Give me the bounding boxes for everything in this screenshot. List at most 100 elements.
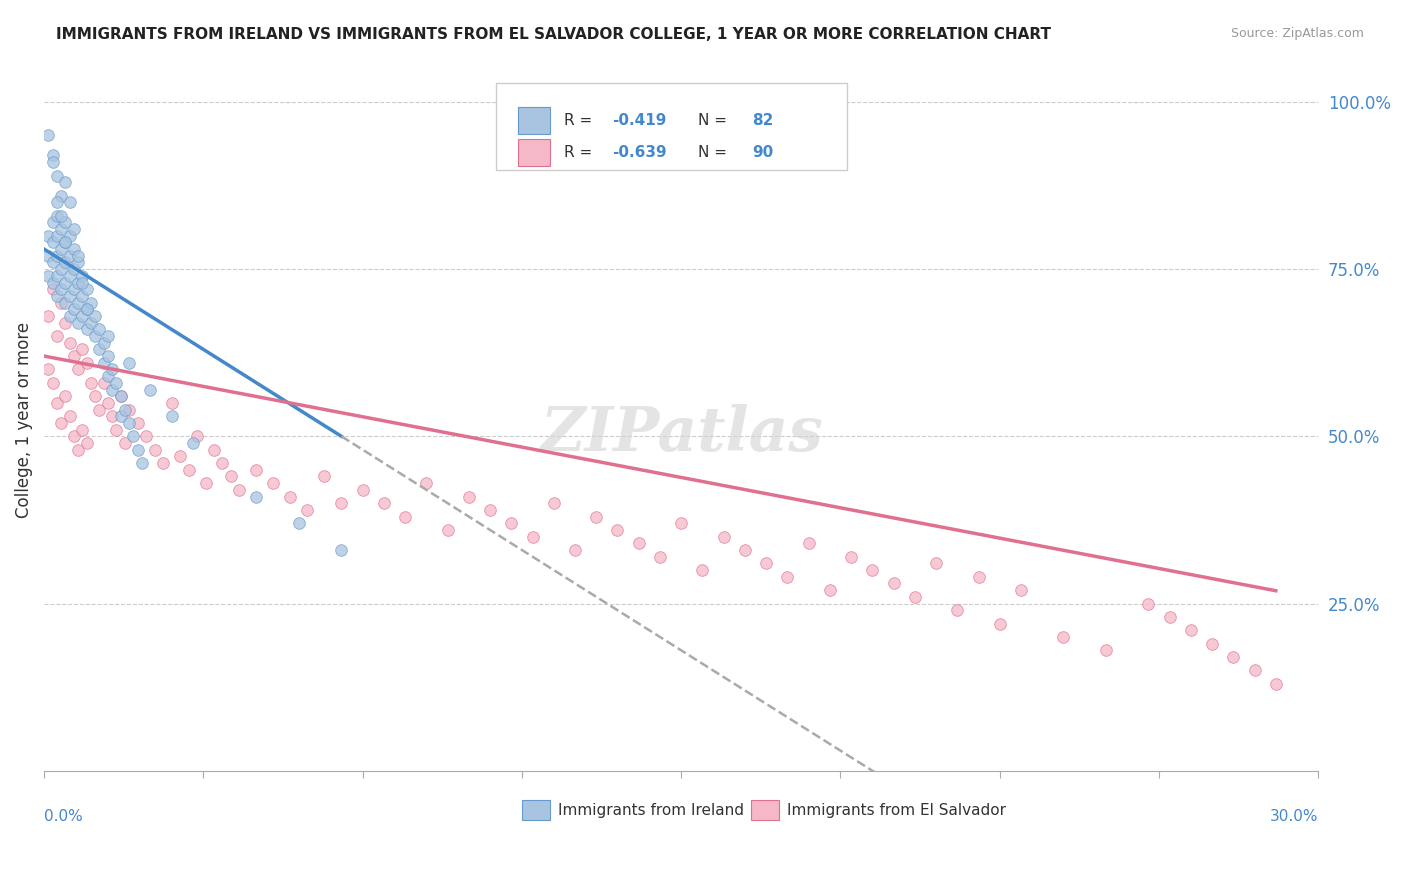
- Point: [72, 276, 94, 290]
- Point: [1010, 583, 1032, 598]
- Point: [67, 442, 90, 457]
- Point: [49, 282, 72, 296]
- Point: [41, 255, 63, 269]
- Point: [755, 557, 778, 571]
- Point: [41, 276, 63, 290]
- Point: [63, 349, 86, 363]
- Point: [45, 268, 67, 283]
- Point: [946, 603, 969, 617]
- Point: [713, 530, 735, 544]
- Point: [1137, 597, 1160, 611]
- FancyBboxPatch shape: [751, 800, 779, 820]
- Point: [330, 496, 353, 510]
- Point: [330, 543, 353, 558]
- Point: [45, 289, 67, 303]
- Point: [53, 215, 76, 229]
- Point: [41, 148, 63, 162]
- Point: [63, 262, 86, 277]
- Point: [501, 516, 523, 531]
- Point: [97, 349, 120, 363]
- Point: [245, 490, 267, 504]
- Point: [37, 128, 59, 143]
- Point: [415, 476, 437, 491]
- Text: 30.0%: 30.0%: [1270, 809, 1319, 824]
- Point: [1264, 677, 1286, 691]
- Point: [988, 616, 1011, 631]
- Point: [37, 268, 59, 283]
- Point: [1095, 643, 1118, 657]
- Point: [314, 469, 336, 483]
- Text: 90: 90: [752, 145, 773, 161]
- Point: [110, 389, 132, 403]
- Point: [669, 516, 692, 531]
- Point: [72, 268, 94, 283]
- Point: [53, 389, 76, 403]
- Point: [84, 389, 107, 403]
- Point: [110, 409, 132, 424]
- Point: [97, 396, 120, 410]
- Point: [122, 429, 145, 443]
- Point: [49, 222, 72, 236]
- Point: [436, 523, 458, 537]
- Point: [373, 496, 395, 510]
- FancyBboxPatch shape: [522, 800, 550, 820]
- Point: [522, 530, 544, 544]
- Point: [45, 228, 67, 243]
- Point: [776, 570, 799, 584]
- Point: [58, 289, 80, 303]
- Point: [904, 590, 927, 604]
- Point: [457, 490, 479, 504]
- Point: [127, 416, 149, 430]
- Point: [101, 383, 124, 397]
- Point: [49, 209, 72, 223]
- Text: -0.419: -0.419: [613, 113, 666, 128]
- Point: [84, 309, 107, 323]
- Point: [139, 383, 162, 397]
- Point: [860, 563, 883, 577]
- Point: [41, 235, 63, 250]
- Point: [160, 396, 183, 410]
- Point: [49, 262, 72, 277]
- Point: [67, 249, 90, 263]
- Point: [93, 335, 115, 350]
- Point: [1222, 650, 1244, 665]
- Point: [53, 316, 76, 330]
- Point: [80, 295, 103, 310]
- Point: [627, 536, 650, 550]
- Point: [1243, 664, 1265, 678]
- Point: [84, 329, 107, 343]
- Point: [76, 282, 98, 296]
- Point: [152, 456, 174, 470]
- Point: [1052, 630, 1074, 644]
- Point: [97, 369, 120, 384]
- Point: [288, 516, 311, 531]
- Point: [89, 322, 111, 336]
- Point: [72, 289, 94, 303]
- Point: [58, 249, 80, 263]
- Point: [734, 543, 756, 558]
- FancyBboxPatch shape: [496, 83, 846, 170]
- Point: [58, 409, 80, 424]
- Text: IMMIGRANTS FROM IRELAND VS IMMIGRANTS FROM EL SALVADOR COLLEGE, 1 YEAR OR MORE C: IMMIGRANTS FROM IRELAND VS IMMIGRANTS FR…: [56, 27, 1052, 42]
- Y-axis label: College, 1 year or more: College, 1 year or more: [15, 321, 32, 517]
- Text: -0.639: -0.639: [613, 145, 666, 161]
- Point: [76, 322, 98, 336]
- Text: R =: R =: [564, 113, 598, 128]
- Point: [80, 316, 103, 330]
- Point: [181, 436, 204, 450]
- Point: [194, 476, 217, 491]
- Point: [93, 356, 115, 370]
- Point: [1159, 610, 1181, 624]
- Point: [37, 249, 59, 263]
- Point: [41, 282, 63, 296]
- Point: [692, 563, 714, 577]
- Point: [58, 268, 80, 283]
- Point: [53, 235, 76, 250]
- Point: [105, 423, 128, 437]
- Point: [564, 543, 586, 558]
- Point: [143, 442, 166, 457]
- Point: [63, 302, 86, 317]
- Text: N =: N =: [697, 145, 731, 161]
- Point: [41, 215, 63, 229]
- Point: [45, 209, 67, 223]
